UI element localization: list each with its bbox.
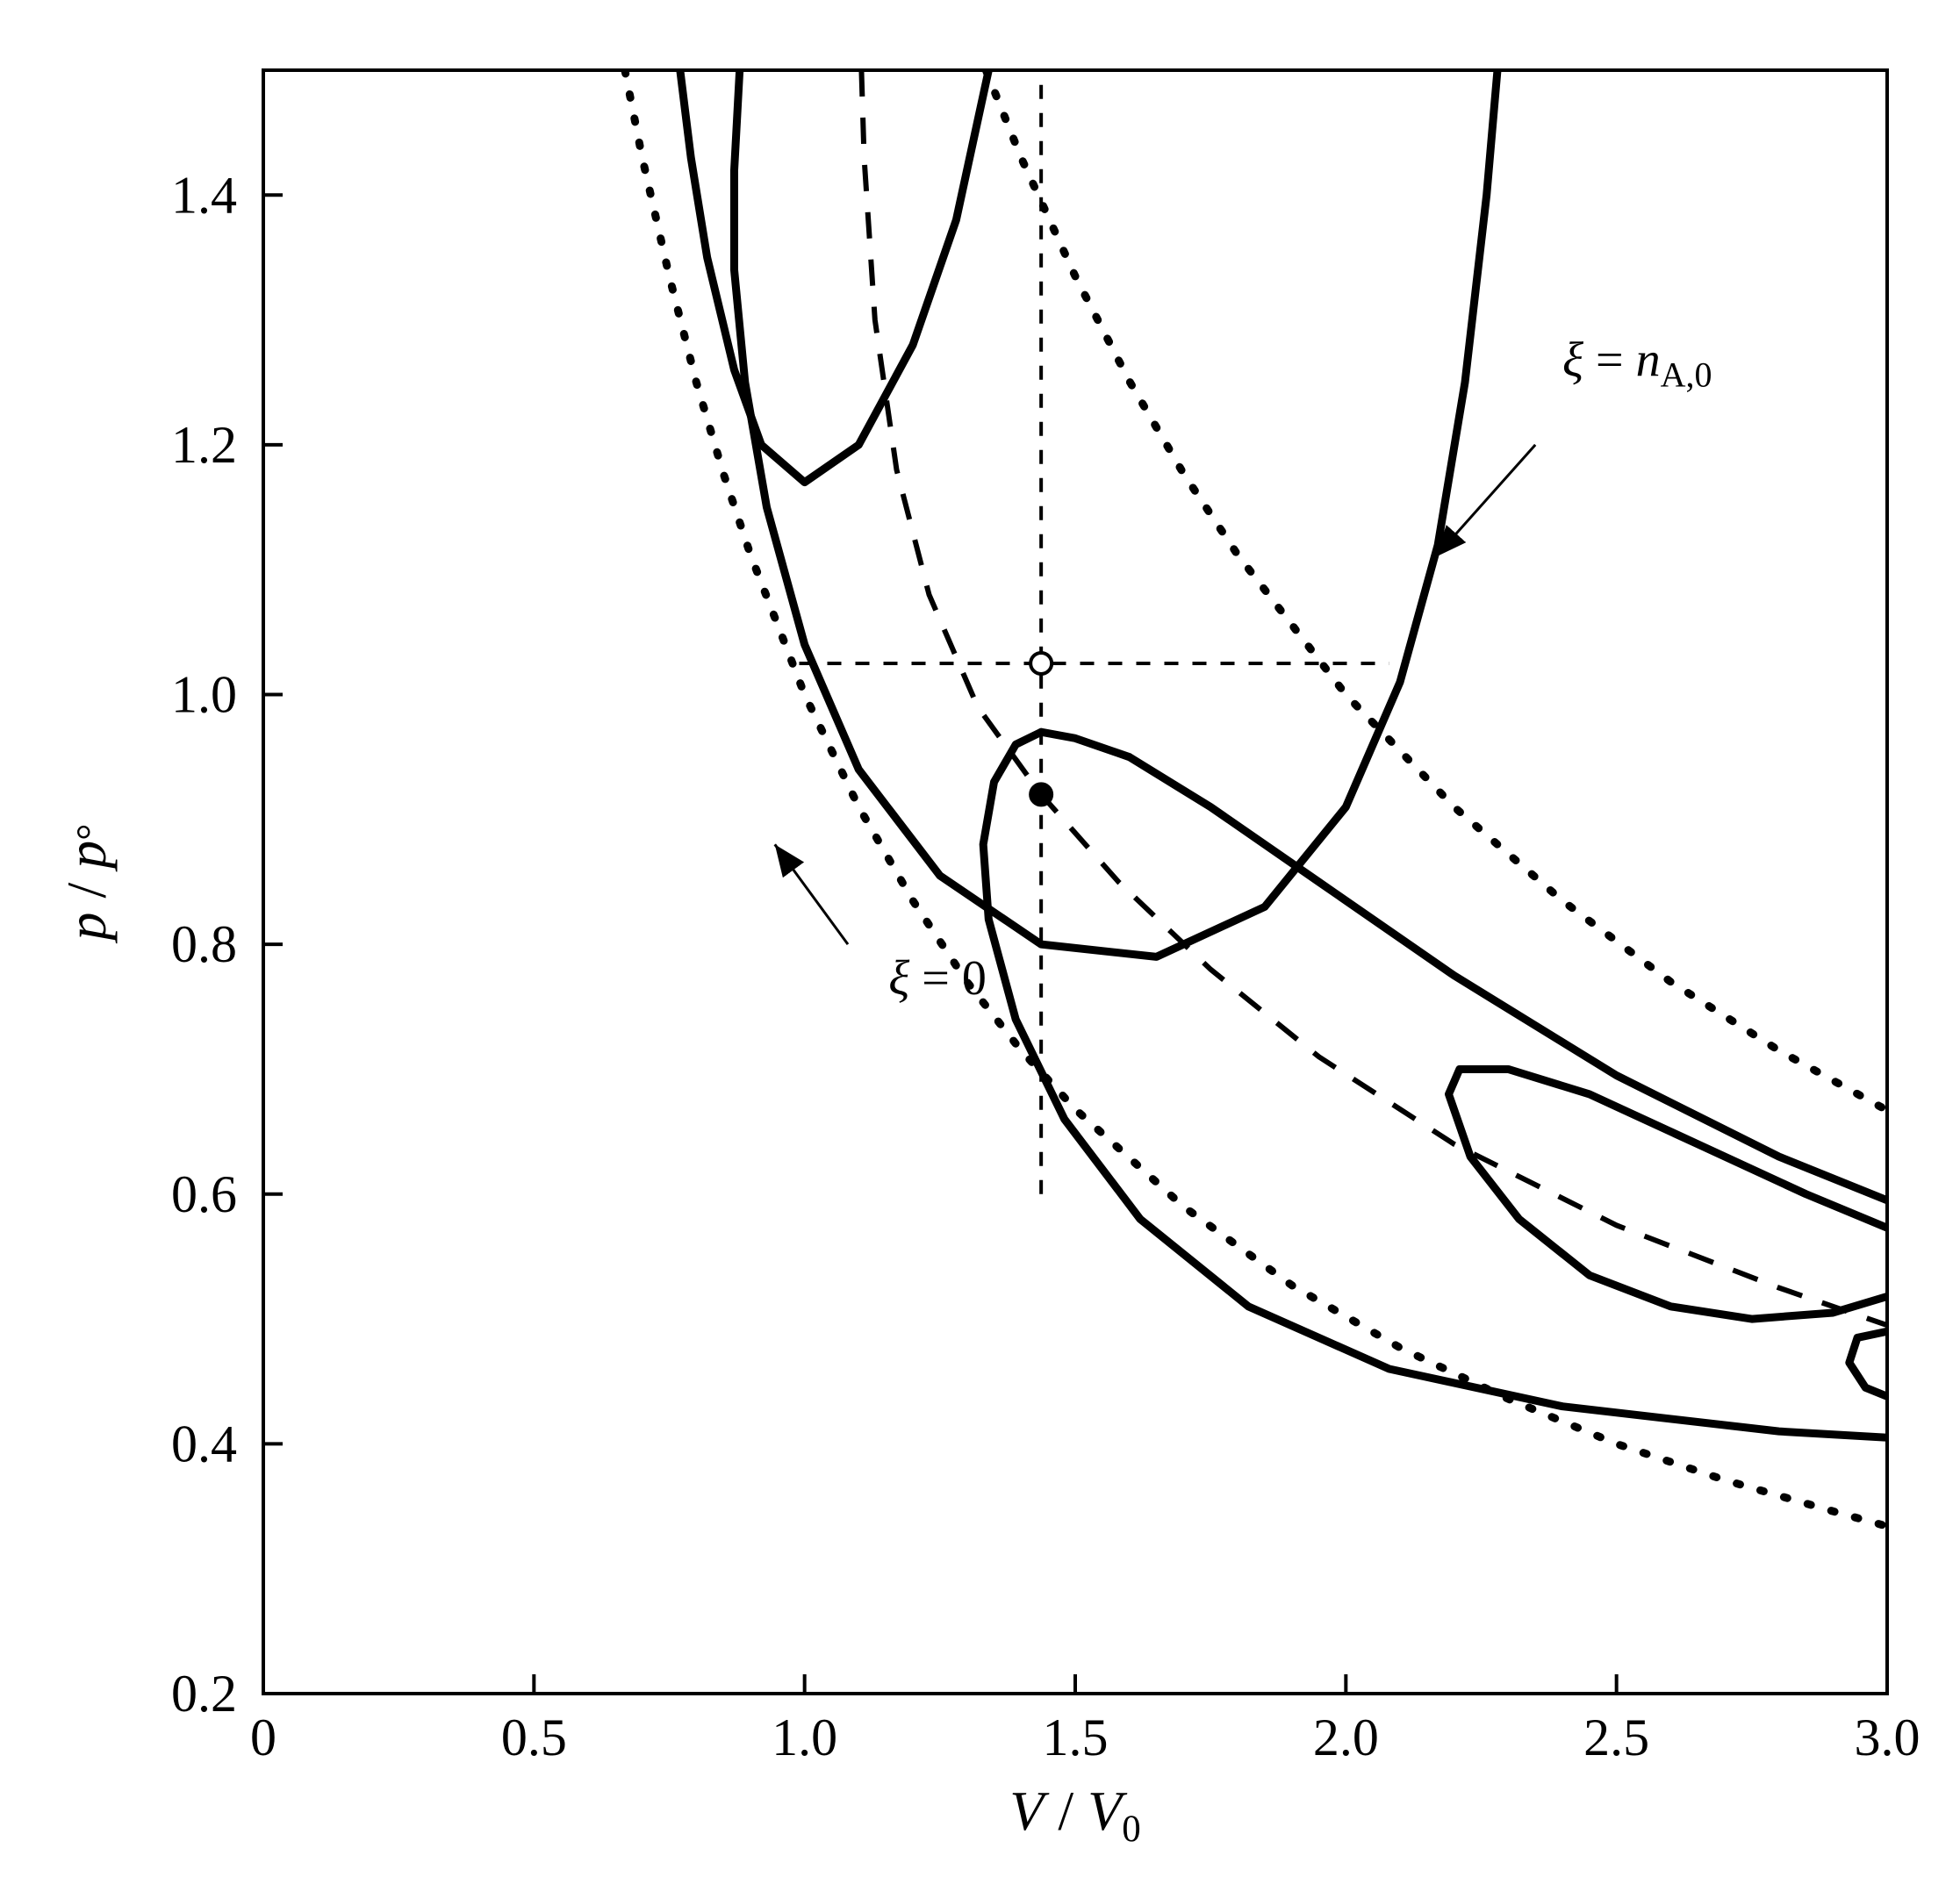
chart-background [0,0,1960,1877]
x-tick-label: 0.5 [501,1709,567,1766]
pv-chart: 0 0.5 1.0 1.5 2.0 2.5 3.0 0.2 0.4 0.6 0.8 1.0 1.2 1.4… [0,0,1960,1877]
y-tick-label: 0.6 [171,1165,237,1223]
y-axis-title: p / p° [55,824,118,944]
x-tick-label: 2.5 [1583,1709,1649,1766]
annotation-xi0-label: ξ = 0 [888,951,987,1006]
x-tick-label: 1.0 [772,1709,837,1766]
y-tick-label: 1.0 [171,666,237,724]
marker-filled [1030,784,1052,805]
marker-open [1030,653,1052,674]
y-tick-label: 0.4 [171,1415,237,1472]
chart-container: 0 0.5 1.0 1.5 2.0 2.5 3.0 0.2 0.4 0.6 0.8 1.0 1.2 1.4… [0,0,1960,1877]
y-tick-label: 0.2 [171,1665,237,1723]
x-tick-label: 0 [250,1709,276,1766]
x-tick-label: 1.5 [1043,1709,1109,1766]
y-tick-label: 0.8 [171,915,237,973]
y-tick-label: 1.2 [171,416,237,474]
x-tick-label: 3.0 [1855,1709,1921,1766]
x-axis-title: V / V0 [1009,1780,1140,1850]
x-tick-label: 2.0 [1313,1709,1379,1766]
y-tick-label: 1.4 [171,166,237,224]
